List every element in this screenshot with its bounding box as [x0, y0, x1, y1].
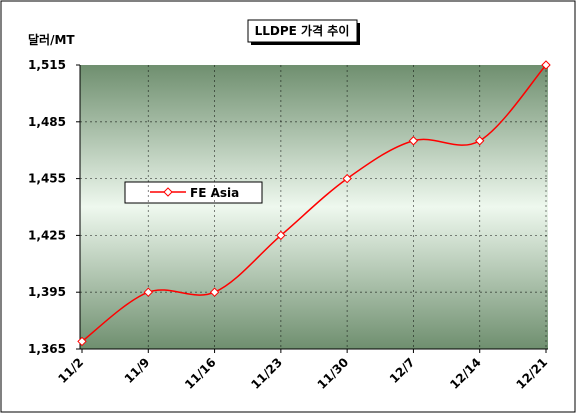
marker — [475, 136, 485, 146]
y-tick-label: 1,515 — [28, 58, 66, 72]
marker — [541, 60, 551, 70]
y-tick-label: 1,365 — [28, 342, 66, 356]
legend-marker — [163, 187, 173, 197]
title-box — [247, 19, 358, 43]
y-tick-label: 1,485 — [28, 115, 66, 129]
y-tick-label: 1,455 — [28, 172, 66, 186]
legend-box — [124, 181, 263, 204]
chart-title: LLDPE 가격 추이 — [255, 23, 350, 38]
plot-area — [80, 65, 548, 349]
marker — [408, 136, 419, 146]
marker — [209, 287, 220, 297]
legend-label: FE Asia — [190, 186, 239, 200]
y-axis-label: 달러/MT — [28, 32, 75, 47]
marker — [342, 173, 352, 184]
marker — [143, 287, 153, 297]
marker — [77, 336, 87, 347]
y-tick-label: 1,395 — [28, 285, 66, 299]
marker — [276, 230, 286, 241]
y-tick-label: 1,425 — [28, 228, 66, 242]
